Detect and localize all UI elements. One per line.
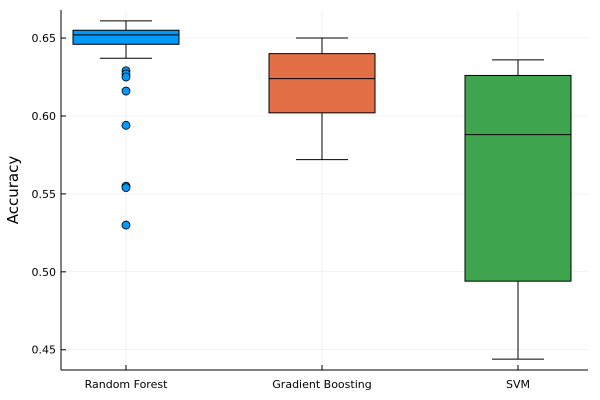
outlier-point bbox=[121, 72, 131, 82]
box-iqr bbox=[268, 53, 376, 114]
y-tick-label: 0.55 bbox=[32, 188, 57, 201]
y-axis-title: Accuracy bbox=[4, 156, 22, 225]
box-random-forest bbox=[72, 20, 180, 230]
box-iqr bbox=[72, 29, 180, 45]
x-tick-label: SVM bbox=[506, 378, 530, 391]
y-tick-label: 0.45 bbox=[32, 344, 57, 357]
box-series bbox=[72, 20, 572, 360]
box-svm bbox=[464, 59, 572, 360]
outlier-point bbox=[121, 220, 131, 230]
box-gradient-boosting bbox=[268, 37, 376, 161]
outlier-point bbox=[121, 120, 131, 130]
x-tick-label: Gradient Boosting bbox=[272, 378, 371, 391]
axes bbox=[60, 10, 588, 371]
x-tick-labels: Random Forest Gradient Boosting SVM bbox=[85, 365, 530, 391]
outlier-point bbox=[121, 86, 131, 96]
outlier-point bbox=[121, 183, 131, 193]
y-tick-label: 0.65 bbox=[32, 32, 57, 45]
y-tick-label: 0.50 bbox=[32, 266, 57, 279]
y-tick-label: 0.60 bbox=[32, 110, 57, 123]
y-tick-labels: 0.45 0.50 0.55 0.60 0.65 bbox=[32, 32, 66, 357]
box-iqr bbox=[464, 74, 572, 282]
x-tick-label: Random Forest bbox=[85, 378, 168, 391]
